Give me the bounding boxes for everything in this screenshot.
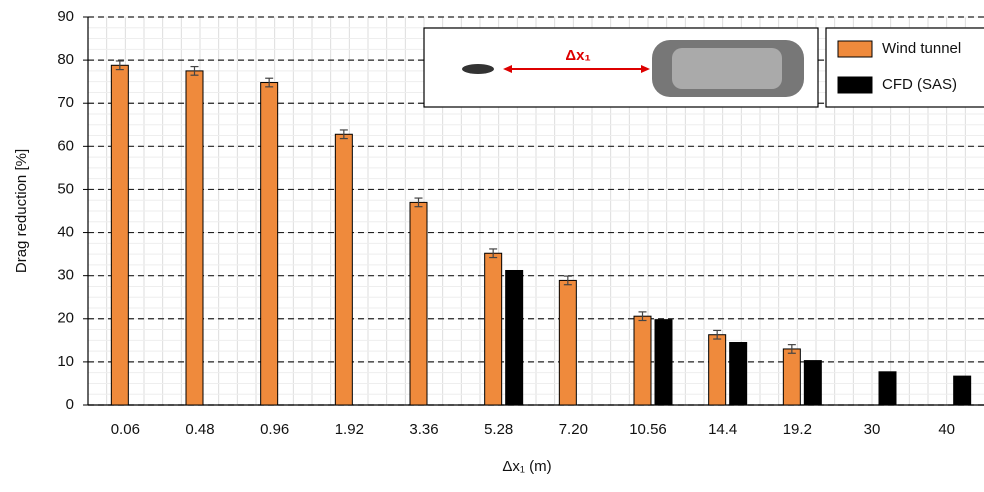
chart: Δx₁ (m) Drag reduction [%] 0 10 20 30 40 50 60… [0,0,984,487]
x-tick-label: 40 [938,421,955,438]
bar [879,372,896,405]
bar [410,202,427,405]
x-tick-label: 0.48 [185,421,214,438]
bar [730,342,747,405]
bar [954,376,971,405]
bar [709,335,726,405]
x-tick-label: 5.28 [484,421,513,438]
bar [804,361,821,405]
legend-label: CFD (SAS) [882,76,957,93]
x-tick-label: 1.92 [335,421,364,438]
inset: Δx₁ [424,28,818,107]
y-tick-label: 70 [57,94,74,111]
x-tick-label: 30 [864,421,881,438]
bar [634,316,651,405]
legend-swatch [838,41,872,57]
x-tick-label: 3.36 [409,421,438,438]
y-tick-label: 40 [57,224,74,241]
x-tick-label: 19.2 [783,421,812,438]
car-roof [672,48,782,89]
bar [186,71,203,405]
bar [506,270,523,405]
bar [485,253,502,405]
bar [559,280,576,405]
cyclist-icon [462,64,494,74]
y-tick-label: 80 [57,51,74,68]
bar [111,65,128,405]
bar [335,134,352,405]
x-tick-label: 7.20 [559,421,588,438]
legend: Wind tunnel CFD (SAS) [826,28,984,107]
x-tick-label: 0.06 [111,421,140,438]
bar [261,83,278,405]
x-axis-label: Δx₁ (m) [502,458,551,475]
inset-label: Δx₁ [565,47,590,64]
y-tick-label: 10 [57,353,74,370]
y-tick-label: 50 [57,180,74,197]
y-tick-label: 0 [66,396,74,413]
bar [783,349,800,405]
y-tick-label: 60 [57,137,74,154]
bar [655,320,672,405]
x-tick-label: 10.56 [629,421,667,438]
legend-label: Wind tunnel [882,40,961,57]
y-tick-label: 20 [57,310,74,327]
x-tick-label: 14.4 [708,421,737,438]
y-tick-label: 30 [57,267,74,284]
x-tick-label: 0.96 [260,421,289,438]
y-tick-label: 90 [57,8,74,25]
legend-swatch [838,77,872,93]
y-axis-label: Drag reduction [%] [13,149,30,273]
